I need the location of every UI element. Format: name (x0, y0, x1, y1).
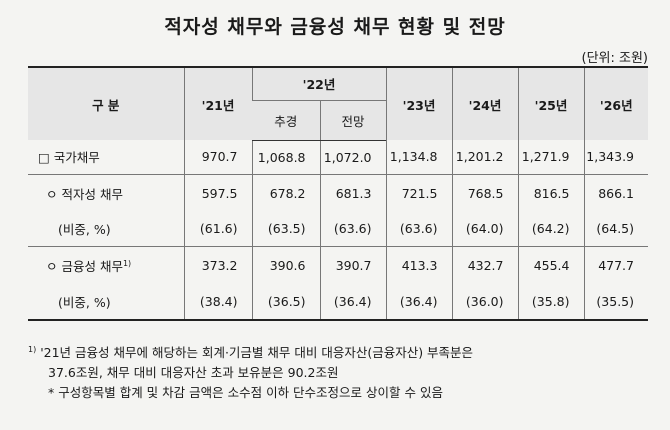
table-cell: 597.5 (183, 173, 252, 212)
table-cell: 477.7 (583, 245, 648, 284)
table-cell: 768.5 (451, 173, 518, 212)
table-cell: 1,072.0 (319, 140, 386, 174)
table-cell: (36.4) (319, 284, 386, 321)
page-title: 적자성 채무와 금융성 채무 현황 및 전망 (164, 16, 506, 38)
header-2024: '24년 (451, 66, 518, 140)
table-cell: 866.1 (583, 173, 648, 212)
table-cell: 678.2 (251, 173, 320, 212)
table-cell: (63.6) (319, 212, 386, 246)
table-cell: 413.3 (385, 245, 452, 284)
table-row: (비중, %) (61.6) (63.5) (63.6) (63.6) (64.… (28, 212, 648, 246)
table-cell: 721.5 (385, 173, 452, 212)
table-cell: (36.4) (385, 284, 452, 321)
row-label: ㅇ 적자성 채무 (28, 173, 184, 212)
table-cell: (36.0) (451, 284, 518, 321)
header-2025: '25년 (517, 66, 584, 140)
header-2023: '23년 (385, 66, 452, 140)
table-cell: (64.2) (517, 212, 584, 246)
table-cell: 1,201.2 (451, 140, 518, 174)
footnote-1: 1) '21년 금융성 채무에 해당하는 회계·기금별 채무 대비 대응자산(금… (28, 340, 653, 363)
table-cell: 970.7 (183, 140, 252, 174)
table-cell: (35.8) (517, 284, 584, 321)
header-2021: '21년 (183, 66, 252, 140)
table-cell: 1,343.9 (583, 140, 648, 174)
row-label: (비중, %) (58, 222, 111, 238)
table-cell: (64.0) (451, 212, 518, 246)
header-2026: '26년 (583, 66, 648, 140)
footnote-text: '21년 금융성 채무에 해당하는 회계·기금별 채무 대비 대응자산(금융자산… (40, 345, 474, 361)
table-cell: 816.5 (517, 173, 584, 212)
header-2022-supplementary: 추경 (252, 99, 320, 141)
table-cell: (36.5) (251, 284, 320, 321)
header-2022: '22년 (251, 66, 386, 100)
footnote-2: * 구성항목별 합계 및 차감 금액은 소수점 이하 단수조정으로 상이할 수 … (48, 385, 443, 401)
table-row: □ 국가채무 970.7 1,068.8 1,072.0 1,134.8 1,2… (28, 140, 648, 174)
table-cell: 1,271.9 (517, 140, 584, 174)
table-cell: 1,068.8 (251, 140, 320, 174)
debt-table: 구 분 '21년 '22년 '23년 '24년 '25년 '26년 추경 전망 … (28, 66, 648, 321)
footnote-1-continued: 37.6조원, 채무 대비 대응자산 초과 보유분은 90.2조원 (48, 365, 339, 381)
table-cell: (63.6) (385, 212, 452, 246)
table-cell: 432.7 (451, 245, 518, 284)
footnotes: 1) '21년 금융성 채무에 해당하는 회계·기금별 채무 대비 대응자산(금… (28, 340, 653, 403)
row-label: (비중, %) (28, 284, 184, 321)
row-label: ㅇ 금융성 채무1) (28, 245, 184, 284)
header-category: 구 분 (28, 66, 184, 140)
table-cell: (38.4) (183, 284, 252, 321)
table-cell: 390.6 (251, 245, 320, 284)
table-row: ㅇ 적자성 채무 597.5 678.2 681.3 721.5 768.5 8… (28, 173, 648, 212)
table-cell: 390.7 (319, 245, 386, 284)
table-cell: (61.6) (183, 212, 252, 246)
footnote-marker: 1) (28, 345, 37, 354)
footnote-marker: 1) (122, 258, 132, 268)
table-cell: (63.5) (251, 212, 320, 246)
table-cell: 455.4 (517, 245, 584, 284)
row-label-text: ㅇ 금융성 채무 (46, 258, 123, 274)
table-cell: (64.5) (583, 212, 648, 246)
table-cell: 1,134.8 (385, 140, 452, 174)
table-cell: (35.5) (583, 284, 648, 321)
header-2022-projection: 전망 (319, 99, 386, 141)
row-label: □ 국가채무 (38, 150, 100, 166)
table-row: ㅇ 금융성 채무1) 373.2 390.6 390.7 413.3 432.7… (28, 245, 648, 284)
table-cell: 681.3 (319, 173, 386, 212)
table-row: (비중, %) (38.4) (36.5) (36.4) (36.4) (36.… (28, 284, 648, 321)
unit-label: (단위: 조원) (581, 51, 649, 66)
table-cell: 373.2 (183, 245, 252, 284)
